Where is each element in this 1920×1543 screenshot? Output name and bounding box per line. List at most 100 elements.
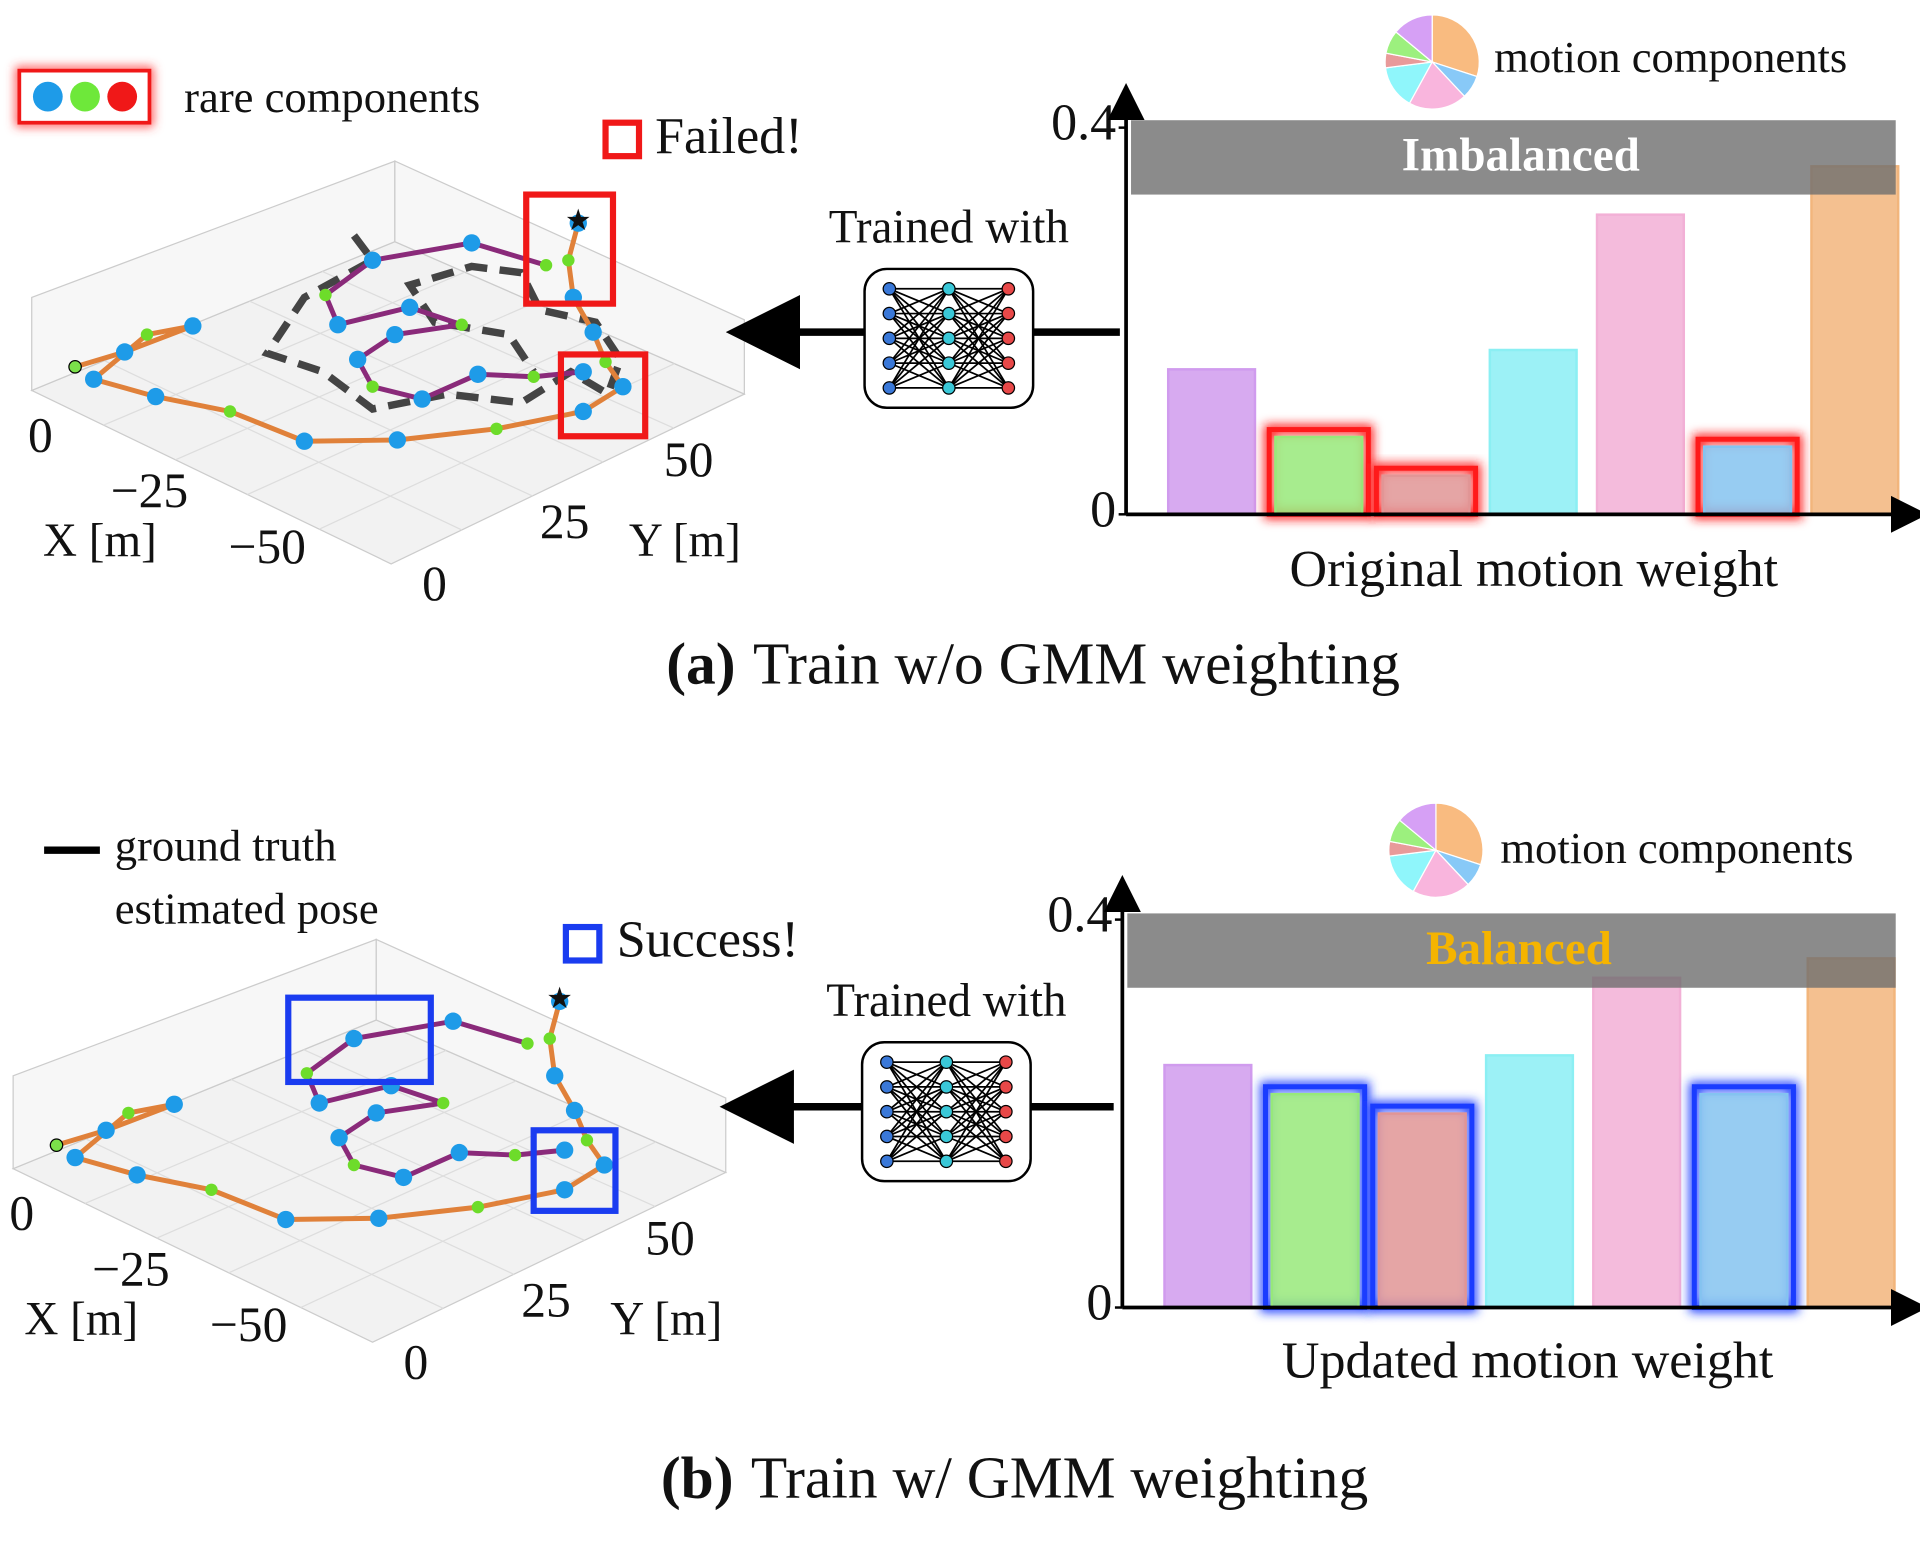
network-edge bbox=[886, 1135, 947, 1163]
component-dot bbox=[277, 1210, 295, 1229]
component-dot bbox=[345, 1029, 363, 1048]
component-dot bbox=[386, 325, 404, 344]
plot-grid bbox=[249, 300, 604, 463]
legend-pie-slice bbox=[1395, 14, 1433, 64]
network-edge bbox=[886, 1061, 947, 1088]
network-edge bbox=[948, 288, 1010, 364]
plot-grid bbox=[85, 1138, 444, 1309]
network-edge bbox=[886, 1061, 948, 1162]
bar bbox=[1270, 1092, 1360, 1309]
component-dot bbox=[97, 1121, 115, 1139]
network-edge bbox=[886, 1061, 948, 1138]
bar bbox=[1592, 976, 1682, 1309]
network-edge bbox=[886, 1111, 947, 1162]
bar bbox=[1595, 213, 1686, 516]
component-dot bbox=[490, 422, 503, 436]
x-tick-label: −50 bbox=[210, 1297, 288, 1352]
component-dot bbox=[574, 363, 592, 381]
component-dot bbox=[330, 1129, 348, 1147]
legend-pie-slice bbox=[1435, 802, 1484, 866]
network-edge bbox=[888, 288, 950, 389]
banner bbox=[1131, 120, 1896, 195]
bar bbox=[1274, 435, 1364, 516]
component-dot bbox=[574, 402, 592, 421]
bar bbox=[1806, 957, 1896, 1309]
x-tick-label: −50 bbox=[228, 519, 306, 574]
component-dot bbox=[539, 259, 553, 272]
bar bbox=[1484, 1054, 1575, 1309]
network-node bbox=[1001, 331, 1016, 346]
component-dot bbox=[122, 1106, 135, 1120]
component-dot bbox=[300, 1067, 314, 1080]
network-edge bbox=[948, 287, 1009, 315]
network-node bbox=[999, 1055, 1013, 1069]
network-node bbox=[1001, 306, 1016, 321]
bar bbox=[1163, 1063, 1253, 1309]
network-node bbox=[999, 1154, 1013, 1169]
network-edge bbox=[888, 288, 950, 340]
y-tick-label: 25 bbox=[521, 1272, 571, 1327]
component-dot bbox=[508, 1148, 522, 1162]
component-dot bbox=[595, 1156, 613, 1174]
y-tick-label: 0 bbox=[1086, 1274, 1112, 1331]
network-edge bbox=[888, 337, 950, 389]
plot-3d: ★ 0 −25 −50 0 25 50 X [m] Y [m] bbox=[9, 938, 728, 1389]
network-edge bbox=[886, 1086, 948, 1162]
component-dot bbox=[444, 1012, 462, 1030]
component-dot bbox=[614, 378, 632, 396]
caption: (a) Train w/o GMM weighting bbox=[666, 630, 1400, 696]
component-dot bbox=[140, 328, 154, 341]
y-tick-label: 0 bbox=[422, 556, 447, 611]
ground-truth bbox=[261, 233, 625, 413]
estimated-pose bbox=[303, 1018, 565, 1181]
component-dot bbox=[348, 350, 367, 369]
network-node bbox=[880, 1104, 894, 1119]
x-tick-label: −25 bbox=[92, 1241, 170, 1296]
network-edge bbox=[945, 1061, 1007, 1113]
network-node bbox=[1001, 356, 1016, 370]
component-dot bbox=[413, 390, 431, 408]
caption-label: (b) bbox=[661, 1444, 734, 1510]
component-dot bbox=[388, 431, 407, 449]
component-dot bbox=[580, 1134, 594, 1147]
network-edge bbox=[888, 313, 950, 389]
network-edge bbox=[948, 362, 1009, 389]
status-label: Failed! bbox=[655, 108, 802, 165]
banner bbox=[1127, 913, 1896, 988]
legend-dot bbox=[70, 81, 100, 112]
plot-grid bbox=[321, 270, 674, 429]
status-icon bbox=[602, 119, 643, 160]
bar bbox=[1699, 1092, 1789, 1309]
component-dot bbox=[223, 405, 237, 418]
network-node bbox=[942, 331, 956, 346]
estimated-pose bbox=[322, 240, 584, 402]
network-node bbox=[880, 1080, 894, 1094]
network-edge bbox=[945, 1086, 1007, 1162]
y-tick-label: 0 bbox=[404, 1334, 429, 1389]
legend-pie-slice bbox=[1412, 849, 1470, 898]
arrow-label: Trained with bbox=[829, 202, 1069, 254]
network-node bbox=[999, 1104, 1013, 1119]
network-edge bbox=[945, 1061, 1007, 1138]
network-node bbox=[939, 1104, 954, 1119]
network-node bbox=[939, 1129, 954, 1144]
goal-star: ★ bbox=[546, 982, 573, 1015]
network-node bbox=[882, 281, 897, 296]
legend-pie-slice bbox=[1398, 802, 1437, 852]
component-dot bbox=[295, 432, 314, 450]
network-node bbox=[880, 1154, 894, 1169]
success-box bbox=[530, 1127, 619, 1214]
plot-grid bbox=[228, 1110, 587, 1274]
network-node bbox=[942, 381, 956, 395]
caption: (b) Train w/ GMM weighting bbox=[661, 1444, 1368, 1510]
component-dot bbox=[599, 355, 612, 369]
component-dot bbox=[401, 298, 419, 317]
y-tick-label: 0.4 bbox=[1051, 95, 1116, 152]
x-tick-label: 0 bbox=[9, 1186, 34, 1241]
component-dot bbox=[310, 1094, 328, 1112]
network-node bbox=[942, 356, 956, 370]
component-dot bbox=[436, 1096, 450, 1110]
component-dot bbox=[471, 1200, 485, 1214]
network-edge bbox=[948, 288, 1010, 389]
